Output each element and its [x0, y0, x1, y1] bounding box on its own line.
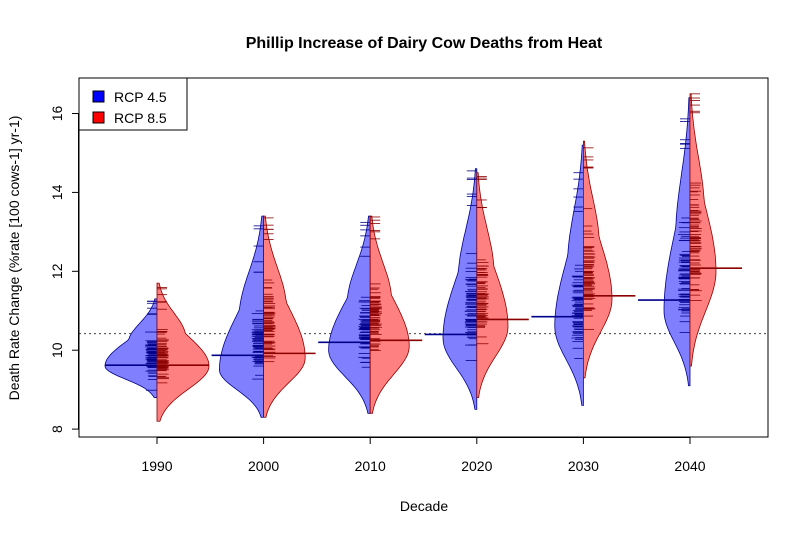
bean-rcp85-2010	[369, 215, 410, 414]
y-tick-label: 8	[49, 425, 65, 433]
bean-rcp45-1990	[104, 298, 158, 398]
y-tick-label: 12	[49, 263, 65, 279]
x-tick-label: 2020	[461, 458, 492, 474]
bean-rcp45-2010	[328, 215, 371, 414]
legend-swatch-rcp85	[92, 111, 105, 124]
plot-frame	[78, 77, 769, 438]
x-axis-label: Decade	[400, 498, 448, 514]
bean-rcp85-2020	[476, 172, 509, 398]
x-tick-label: 2010	[355, 458, 386, 474]
bean-rcp45-2040	[663, 97, 691, 387]
y-tick-label: 16	[49, 106, 65, 122]
bean-rcp85-2040	[689, 93, 717, 367]
y-axis-label: Death Rate Change (%rate [100 cows-1] yr…	[6, 116, 22, 401]
bean-rcp85-2030	[583, 140, 613, 379]
legend-label-rcp45: RCP 4.5	[114, 89, 167, 105]
bean-rcp85-2000	[263, 215, 306, 418]
x-tick-label: 2000	[248, 458, 279, 474]
chart-title: Phillip Increase of Dairy Cow Deaths fro…	[246, 35, 603, 52]
legend-swatch-rcp45	[92, 90, 105, 103]
bean-rcp45-2020	[442, 168, 478, 410]
y-tick-label: 14	[49, 184, 65, 200]
plot-area: 8 10 12 14 16 1990 2000 2010 2020 2030 2040	[49, 93, 768, 474]
bean-rcp85-1990	[156, 282, 210, 422]
legend: RCP 4.5 RCP 8.5	[78, 77, 188, 131]
x-tick-label: 1990	[141, 458, 172, 474]
x-tick-label: 2040	[674, 458, 705, 474]
bean-rcp45-2000	[218, 215, 264, 418]
legend-label-rcp85: RCP 8.5	[114, 110, 167, 126]
bean-rcp45-2030	[554, 144, 584, 406]
x-tick-label: 2030	[568, 458, 599, 474]
y-tick-label: 10	[49, 342, 65, 358]
